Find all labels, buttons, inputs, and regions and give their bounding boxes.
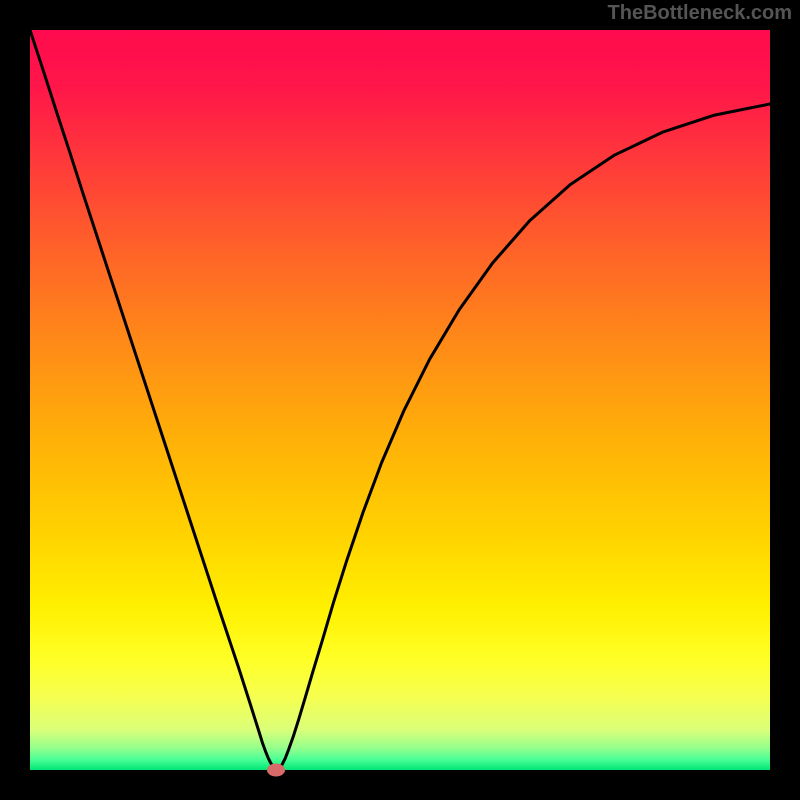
chart-container: TheBottleneck.com: [0, 0, 800, 800]
gradient-background: [30, 30, 770, 770]
minimum-marker: [267, 764, 285, 777]
watermark-text: TheBottleneck.com: [608, 2, 792, 25]
plot-area: [30, 30, 770, 770]
plot-svg: [30, 30, 770, 770]
